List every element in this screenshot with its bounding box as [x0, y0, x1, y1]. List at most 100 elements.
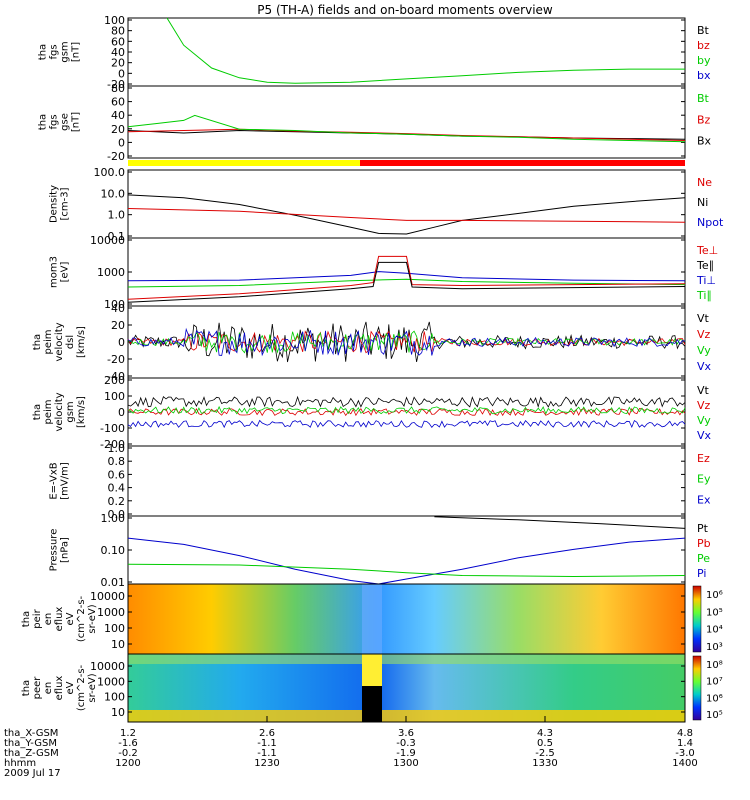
y-tick-label: 0.1	[108, 230, 126, 243]
legend-label: Ti∥	[696, 289, 712, 302]
panel-peir: 10⁶ 10⁵ 10⁴ 10³ 10000 1000 100 10 tha peir en eflux…	[21, 583, 723, 655]
colorbar-tick-label: 10⁵	[706, 710, 723, 721]
y-tick-label: 0.10	[101, 544, 126, 557]
y-tick-label: 100	[104, 390, 125, 403]
series-line	[127, 208, 686, 223]
y-tick-label: 0.2	[108, 495, 126, 508]
y-axis-label: fgs	[49, 114, 60, 129]
y-tick-label: 100	[104, 622, 125, 635]
panel-frame	[127, 17, 686, 87]
panel-pressure: 1.00 0.10 0.01 Pressure [nPa] Pt Pb Pe Pi	[49, 512, 711, 589]
y-tick-label: 40	[111, 46, 125, 59]
legend-label: Pe	[697, 552, 710, 565]
y-axis-label: velocity	[54, 322, 65, 361]
y-axis-label: dsl	[65, 335, 76, 349]
series-line	[127, 419, 686, 429]
footer-cell: -2.5	[535, 748, 555, 759]
footer-cell: 4.3	[537, 728, 553, 739]
footer-cell: 1330	[532, 758, 557, 769]
y-axis-label: [km/s]	[76, 396, 87, 428]
y-axis-label: peir	[32, 608, 43, 628]
legend-label: Pi	[697, 567, 706, 580]
y-tick-label: 40	[111, 302, 125, 315]
y-tick-label: 10000	[90, 234, 125, 247]
legend-label: Ez	[697, 452, 710, 465]
heatmap-fill	[128, 584, 685, 654]
panel-frame	[127, 377, 686, 447]
footer-cell: -1.1	[257, 738, 277, 749]
legend-label: Vt	[697, 312, 710, 325]
series-line	[127, 537, 686, 585]
y-tick-label: 0.4	[108, 482, 126, 495]
y-tick-label: 10.0	[101, 187, 126, 200]
y-tick-label: 60	[111, 96, 125, 109]
colorbar-tick-label: 10⁷	[706, 677, 723, 688]
series-line	[127, 407, 686, 417]
y-tick-label: 0	[118, 336, 125, 349]
panel-frame	[127, 85, 686, 159]
legend-label: Vy	[697, 344, 711, 357]
panel-mom: 10000 1000 100 mom3 [eV] Te⊥ Te∥ Ti⊥ Ti∥	[49, 234, 719, 311]
footer-cell: 1200	[115, 758, 140, 769]
legend-label: Ni	[697, 196, 708, 209]
y-axis-label: tha	[38, 44, 49, 60]
y-tick-label: 0.6	[108, 468, 126, 481]
series-line	[127, 405, 686, 415]
y-axis-label: mom3	[49, 256, 60, 288]
y-axis-label: tha	[38, 114, 49, 130]
footer-row-label: hhmm	[4, 758, 36, 769]
legend-label: Vx	[697, 360, 712, 373]
footer-row-label: tha_Y-GSM	[4, 738, 57, 749]
legend-label: Bt	[697, 92, 710, 105]
y-axis-label: [eV]	[60, 262, 71, 283]
y-axis-label: Pressure	[49, 529, 60, 572]
colorbar	[692, 585, 702, 653]
footer-cell: -0.3	[396, 738, 416, 749]
footer-cell: 1.4	[677, 738, 693, 749]
series-line	[127, 128, 686, 141]
heatmap-gap	[362, 686, 382, 722]
legend-label: Pt	[697, 522, 709, 535]
y-axis-label: eV	[65, 681, 76, 694]
y-tick-label: 20	[111, 319, 125, 332]
y-tick-label: 0	[118, 406, 125, 419]
y-axis-label: [nPa]	[60, 537, 71, 563]
legend-label: Bz	[697, 113, 711, 126]
y-tick-label: 40	[111, 109, 125, 122]
y-tick-label: 10000	[90, 660, 125, 673]
figure-title: P5 (TH-A) fields and on-board moments ov…	[257, 3, 553, 17]
colorbar-tick-label: 10⁵	[706, 607, 723, 618]
status-bar-yellow	[128, 160, 360, 166]
y-axis-label: peim	[43, 329, 54, 354]
y-tick-label: 0.0	[108, 508, 126, 521]
series-line	[127, 261, 686, 303]
y-tick-label: 100	[104, 14, 125, 27]
y-axis-label: fgs	[49, 44, 60, 59]
footer-cell: -3.0	[675, 748, 695, 759]
legend-label: Ex	[697, 493, 711, 506]
legend-label: Ey	[697, 473, 711, 486]
y-axis-label: E=-VxB	[49, 462, 60, 499]
footer-cell: -0.2	[118, 748, 138, 759]
series-line	[127, 278, 686, 288]
legend-label: Vz	[697, 399, 711, 412]
y-axis-label: (cm^2-s-	[76, 595, 87, 642]
legend-label: by	[697, 54, 711, 67]
colorbar-tick-label: 10³	[706, 642, 723, 653]
legend-label: bz	[697, 39, 710, 52]
heatmap-gap	[362, 584, 382, 654]
y-tick-label: -100	[100, 422, 125, 435]
y-axis-label: [cm-3]	[60, 187, 71, 220]
y-tick-label: 1.00	[101, 512, 126, 525]
footer-cell: -1.6	[118, 738, 138, 749]
y-tick-label: 10000	[90, 590, 125, 603]
y-axis-label: Density	[49, 185, 60, 223]
y-tick-label: 100	[104, 298, 125, 311]
y-tick-label: 100	[104, 691, 125, 704]
footer-cell: 1230	[254, 758, 279, 769]
panel-efield: 1.00.80.60.40.20.0 E=-VxB [mV/m] Ez Ey Ex	[49, 442, 711, 521]
